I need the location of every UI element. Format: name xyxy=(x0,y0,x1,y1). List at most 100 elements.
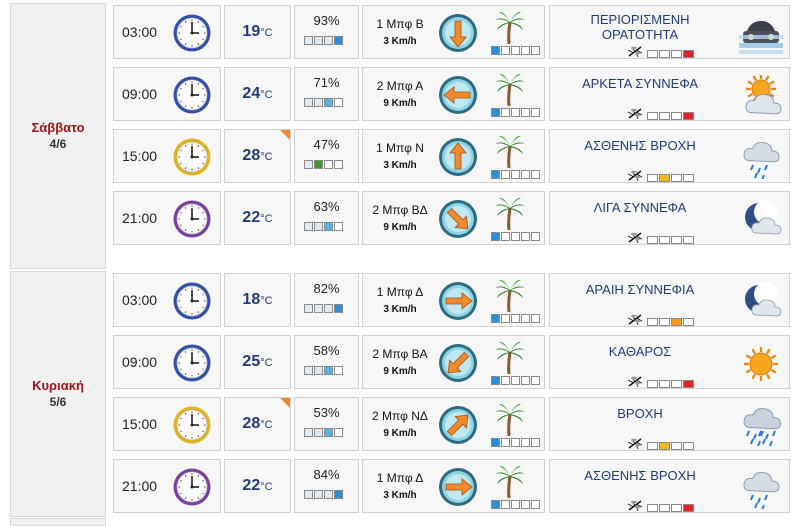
mosquito-index xyxy=(626,312,694,331)
wind-speed: 3 Km/h xyxy=(383,304,417,315)
palm-tree-icon xyxy=(491,276,529,313)
wind-beaufort: 1 Μπφ Ν xyxy=(376,141,424,155)
time-label: 09:00 xyxy=(122,354,158,370)
wind-strength-bar xyxy=(491,46,540,55)
wind-strength-bar xyxy=(491,314,540,323)
mosquito-bar xyxy=(647,49,694,58)
time-cell: 15:00 xyxy=(113,129,221,183)
mosquito-icon xyxy=(626,168,644,187)
light-rain-icon xyxy=(739,467,783,511)
wind-speed: 9 Km/h xyxy=(383,366,417,377)
condition-text: ΚΑΘΑΡΟΣ xyxy=(550,344,730,359)
wind-speed: 9 Km/h xyxy=(383,222,417,233)
wind-speed: 3 Km/h xyxy=(383,490,417,501)
wind-direction-icon xyxy=(438,281,478,321)
condition-cell: ΠΕΡΙΟΡΙΣΜΕΝΗ ΟΡΑΤΟΤΗΤΑ xyxy=(549,5,790,59)
wind-speed: 3 Km/h xyxy=(383,160,417,171)
mosquito-bar xyxy=(647,441,694,450)
time-label: 15:00 xyxy=(122,416,158,432)
wind-strength-bar xyxy=(491,170,540,179)
humidity-bar xyxy=(304,366,343,375)
condition-cell: ΑΡΚΕΤΑ ΣΥΝΝΕΦΑ xyxy=(549,67,790,121)
wind-cell: 2 Μπφ ΒΑ 9 Km/h xyxy=(362,335,545,389)
light-rain-icon xyxy=(739,137,783,181)
wind-direction-icon xyxy=(438,467,478,507)
humidity-cell: 82% xyxy=(294,273,359,327)
mosquito-icon xyxy=(626,374,644,393)
time-cell: 21:00 xyxy=(113,191,221,245)
mosquito-index xyxy=(626,168,694,187)
wind-direction-icon xyxy=(438,13,478,53)
time-label: 21:00 xyxy=(122,478,158,494)
time-cell: 09:00 xyxy=(113,67,221,121)
humidity-value: 71% xyxy=(313,75,340,90)
condition-line: ΚΑΘΑΡΟΣ xyxy=(608,344,672,359)
humidity-bar xyxy=(304,36,343,45)
condition-line: ΑΡΚΕΤΑ ΣΥΝΝΕΦΑ xyxy=(581,76,699,91)
condition-text: ΑΡΚΕΤΑ ΣΥΝΝΕΦΑ xyxy=(550,76,730,91)
clock-icon xyxy=(172,75,212,115)
forecast-row: 15:00 28°C 53% 2 Μπφ ΝΔ 9 Km/h xyxy=(110,397,800,457)
wind-cell: 2 Μπφ ΝΔ 9 Km/h xyxy=(362,397,545,451)
mosquito-icon xyxy=(626,44,644,63)
temperature-cell: 24°C xyxy=(224,67,291,121)
wind-direction-icon xyxy=(438,75,478,115)
temperature-value: 25°C xyxy=(242,353,273,370)
mosquito-index xyxy=(626,374,694,393)
time-label: 15:00 xyxy=(122,148,158,164)
condition-text: ΠΕΡΙΟΡΙΣΜΕΝΗ ΟΡΑΤΟΤΗΤΑ xyxy=(550,12,730,42)
mosquito-icon xyxy=(626,498,644,517)
temperature-value: 28°C xyxy=(242,147,273,164)
humidity-cell: 47% xyxy=(294,129,359,183)
forecast-row: 21:00 22°C 84% 1 Μπφ Δ 3 Km/h xyxy=(110,459,800,519)
day-name: Σάββατο xyxy=(31,120,85,135)
condition-line: ΑΣΘΕΝΗΣ ΒΡΟΧΗ xyxy=(584,138,696,153)
day-date: 4/6 xyxy=(49,137,67,151)
mosquito-bar xyxy=(647,503,694,512)
humidity-bar xyxy=(304,222,343,231)
day-header: Κυριακή 5/6 xyxy=(10,271,106,517)
forecast-row: 15:00 28°C 47% 1 Μπφ Ν 3 Km/h xyxy=(110,129,800,189)
condition-cell: ΑΣΘΕΝΗΣ ΒΡΟΧΗ xyxy=(549,129,790,183)
wind-strength-bar xyxy=(491,438,540,447)
temperature-cell: 19°C xyxy=(224,5,291,59)
temperature-cell: 28°C xyxy=(224,397,291,451)
hot-marker-icon xyxy=(280,398,290,408)
forecast-row: 03:00 18°C 82% 1 Μπφ Δ 3 Km/h xyxy=(110,273,800,333)
clock-icon xyxy=(172,13,212,53)
mosquito-index xyxy=(626,44,694,63)
clock-icon xyxy=(172,343,212,383)
humidity-value: 84% xyxy=(313,467,340,482)
temperature-cell: 22°C xyxy=(224,191,291,245)
wind-speed: 9 Km/h xyxy=(383,98,417,109)
mosquito-bar xyxy=(647,317,694,326)
wind-cell: 1 Μπφ Β 3 Km/h xyxy=(362,5,545,59)
humidity-cell: 58% xyxy=(294,335,359,389)
condition-line: ΑΡΑΙΗ ΣΥΝΝΕΦΙΑ xyxy=(585,282,695,297)
rain-icon xyxy=(739,405,783,447)
humidity-cell: 84% xyxy=(294,459,359,513)
humidity-value: 53% xyxy=(313,405,340,420)
humidity-value: 47% xyxy=(313,137,340,152)
clock-icon xyxy=(172,137,212,177)
humidity-bar xyxy=(304,428,343,437)
time-label: 03:00 xyxy=(122,24,158,40)
day-name: Κυριακή xyxy=(32,378,84,393)
humidity-value: 82% xyxy=(313,281,340,296)
next-day-strip xyxy=(10,518,106,526)
condition-text: ΑΡΑΙΗ ΣΥΝΝΕΦΙΑ xyxy=(550,282,730,297)
wind-beaufort: 2 Μπφ Α xyxy=(376,79,424,93)
time-cell: 09:00 xyxy=(113,335,221,389)
time-cell: 03:00 xyxy=(113,273,221,327)
mosquito-index xyxy=(626,498,694,517)
fog-car-icon xyxy=(739,13,783,55)
temperature-value: 18°C xyxy=(242,291,273,308)
forecast-row: 09:00 24°C 71% 2 Μπφ Α 9 Km/h xyxy=(110,67,800,127)
wind-beaufort: 2 Μπφ ΝΔ xyxy=(372,409,428,423)
wind-strength-bar xyxy=(491,500,540,509)
palm-tree-icon xyxy=(491,338,529,375)
time-cell: 21:00 xyxy=(113,459,221,513)
humidity-value: 93% xyxy=(313,13,340,28)
wind-direction-icon xyxy=(438,405,478,445)
clock-icon xyxy=(172,405,212,445)
